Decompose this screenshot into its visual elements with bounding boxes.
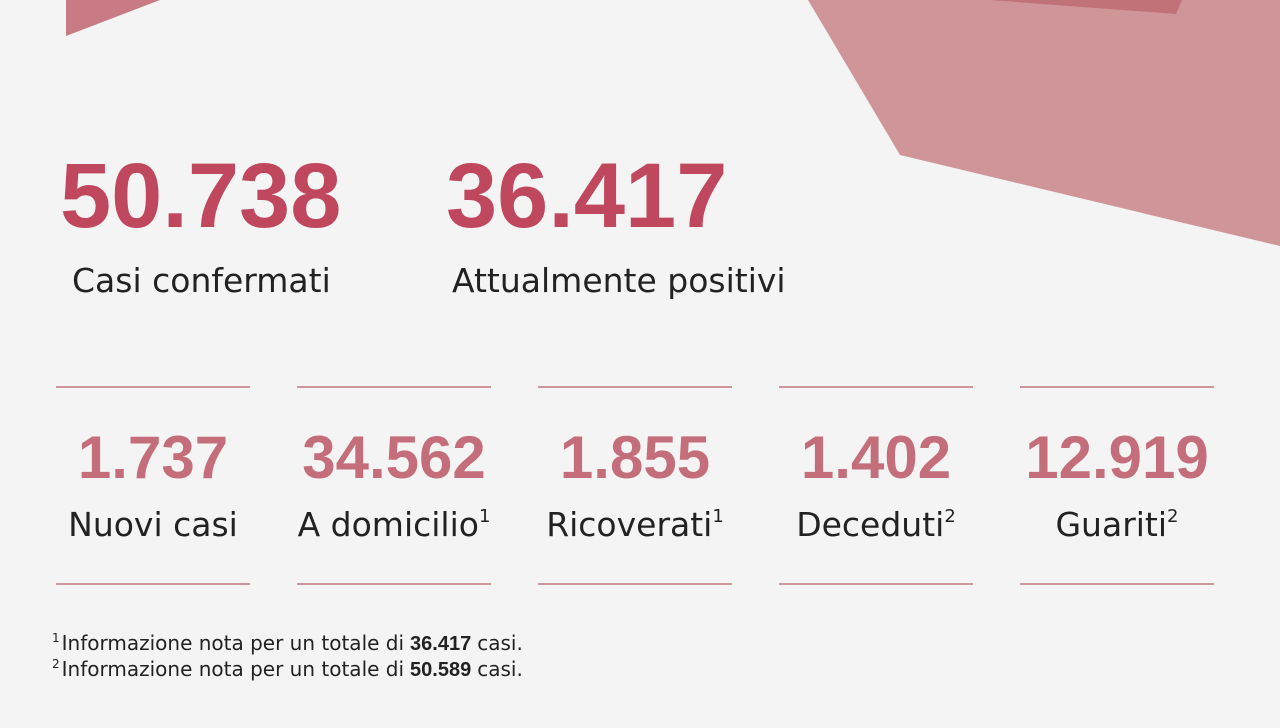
stat-value: 1.737 <box>77 424 229 491</box>
divider <box>779 386 973 388</box>
stat-label-text: Deceduti <box>796 505 945 544</box>
stat-card: 12.919 Guariti2 <box>1020 386 1214 586</box>
divider <box>779 583 973 585</box>
headline-value: 50.738 <box>60 145 342 247</box>
divider <box>297 583 491 585</box>
shape <box>990 0 1182 14</box>
stat-card: 1.737 Nuovi casi <box>56 386 250 586</box>
footnote-ref: 2 <box>1167 506 1179 527</box>
divider <box>538 386 732 388</box>
headline-label: Casi confermati <box>72 261 331 300</box>
stat-card: 34.562 A domicilio1 <box>297 386 491 586</box>
footnote-suffix: casi. <box>477 631 523 655</box>
stat-label: Ricoverati1 <box>508 505 762 544</box>
stat-label: A domicilio1 <box>267 505 521 544</box>
divider <box>56 386 250 388</box>
footnote-mark: 1 <box>52 631 60 645</box>
shape <box>808 0 1280 246</box>
divider <box>538 583 732 585</box>
headline-label: Attualmente positivi <box>452 261 786 300</box>
footnote-ref: 2 <box>944 506 956 527</box>
footnote-value: 36.417 <box>410 633 472 655</box>
stat-value: 1.855 <box>559 424 711 491</box>
footnote-suffix: casi. <box>477 657 523 681</box>
stat-label-text: Guariti <box>1055 505 1168 544</box>
divider <box>56 583 250 585</box>
footnote-text: Informazione nota per un totale di <box>61 631 405 655</box>
divider <box>1020 386 1214 388</box>
stat-label-text: Nuovi casi <box>68 505 238 544</box>
stat-label-text: A domicilio <box>297 505 479 544</box>
stat-label: Nuovi casi <box>26 508 280 541</box>
footnote-value: 50.589 <box>410 659 472 681</box>
footnote-ref: 1 <box>478 506 491 527</box>
footnote-text: Informazione nota per un totale di <box>61 657 405 681</box>
stat-label-text: Ricoverati <box>546 505 713 544</box>
headline-value: 36.417 <box>446 145 728 247</box>
stat-value: 34.562 <box>302 424 486 491</box>
stat-label: Guariti2 <box>990 505 1244 544</box>
divider <box>1020 583 1214 585</box>
stat-card: 1.855 Ricoverati1 <box>538 386 732 586</box>
stat-label: Deceduti2 <box>749 505 1003 544</box>
stat-value: 1.402 <box>800 424 952 491</box>
footnote-ref: 1 <box>712 506 724 527</box>
shape <box>66 0 160 36</box>
footnote: 2 Informazione nota per un totale di 50.58… <box>52 658 523 680</box>
stat-value: 12.919 <box>1025 424 1209 491</box>
stat-card: 1.402 Deceduti2 <box>779 386 973 586</box>
footnote: 1 Informazione nota per un totale di 36.41… <box>52 632 523 654</box>
footnote-mark: 2 <box>52 657 60 671</box>
divider <box>297 386 491 388</box>
